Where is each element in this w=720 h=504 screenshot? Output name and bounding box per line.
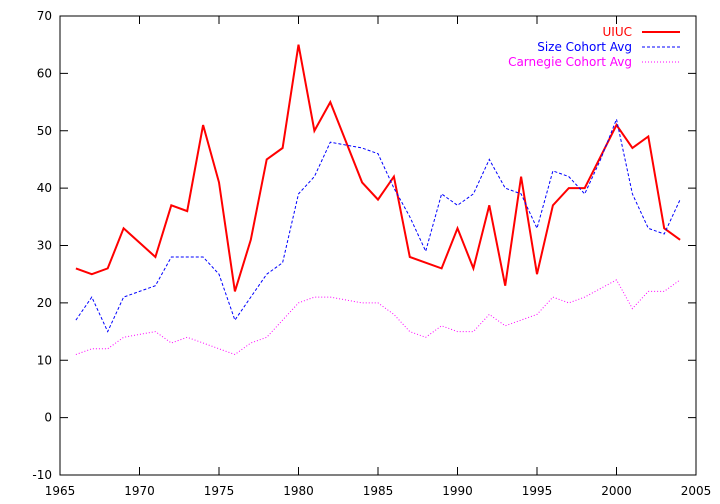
- legend-label: Size Cohort Avg: [537, 40, 632, 54]
- y-tick-label: 10: [37, 353, 52, 367]
- y-tick-label: 60: [37, 66, 52, 80]
- legend-label: UIUC: [603, 25, 632, 39]
- series-line-carnegie-cohort-avg: [75, 279, 681, 356]
- axis-layer: -10 0 10 20 30 40 50 60 70 1965 1970 1975 1980 1985 19…: [32, 9, 711, 498]
- x-tick-label: 1990: [442, 484, 473, 498]
- x-tick-label: 1965: [45, 484, 76, 498]
- y-tick-label: 0: [44, 411, 52, 425]
- y-tick-label: -10: [32, 468, 52, 482]
- legend-label: Carnegie Cohort Avg: [508, 55, 632, 69]
- series-line-size-cohort-avg: [75, 117, 681, 333]
- y-tick-label: 20: [37, 296, 52, 310]
- y-tick-label: 40: [37, 181, 52, 195]
- x-tick-label: 1970: [124, 484, 155, 498]
- x-tick-label: 1985: [363, 484, 394, 498]
- y-tick-label: 30: [37, 239, 52, 253]
- x-tick-label: 1975: [204, 484, 235, 498]
- x-tick-label: 1980: [283, 484, 314, 498]
- series-layer: [75, 44, 681, 356]
- x-tick-label: 1995: [522, 484, 553, 498]
- x-tick-label: 2005: [681, 484, 712, 498]
- y-tick-label: 70: [37, 9, 52, 23]
- x-tick-label: 2000: [601, 484, 632, 498]
- y-tick-label: 50: [37, 124, 52, 138]
